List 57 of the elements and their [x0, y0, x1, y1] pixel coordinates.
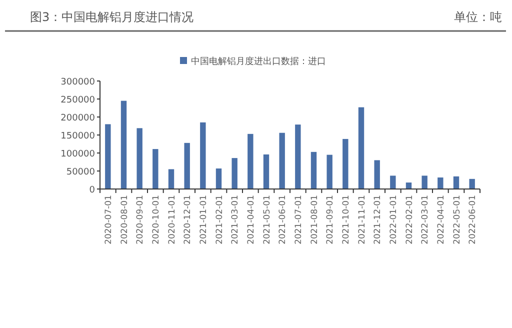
x-tick-label: 2021-01-01 — [198, 195, 209, 244]
bar — [152, 149, 158, 189]
x-tick-label: 2021-04-01 — [246, 195, 256, 244]
bar — [136, 128, 142, 189]
text: 单位：吨 — [454, 10, 502, 24]
bar — [390, 176, 396, 189]
bar — [310, 152, 317, 189]
bar — [120, 100, 127, 189]
x-tick-label: 2021-07-01 — [294, 195, 304, 244]
bar — [453, 176, 460, 189]
bar — [342, 138, 348, 189]
y-tick-label: 100000 — [60, 150, 96, 160]
bar — [438, 177, 444, 189]
y-tick-label: 200000 — [60, 114, 96, 124]
bar — [168, 169, 174, 189]
bar — [232, 158, 238, 189]
bar — [184, 142, 190, 189]
y-tick-label: 150000 — [60, 132, 96, 142]
legend-label: 中国电解铝月度进出口数据：进口 — [191, 56, 326, 67]
bar — [422, 176, 428, 189]
x-tick-label: 2021-11-01 — [357, 195, 368, 244]
chart-title: 图3：中国电解铝月度进口情况 — [30, 10, 194, 24]
x-tick-label: 2021-10-01 — [341, 195, 352, 244]
bar — [326, 154, 332, 189]
bar — [469, 178, 475, 189]
x-tick-label: 2020-07-01 — [104, 195, 114, 244]
x-tick-label: 2020-08-01 — [120, 195, 130, 244]
x-tick-label: 2022-05-01 — [452, 195, 462, 244]
y-tick-label: 300000 — [60, 78, 96, 88]
bar — [200, 122, 206, 189]
bar — [105, 124, 111, 189]
x-tick-label: 2022-04-01 — [436, 195, 446, 244]
x-tick-label: 2021-02-01 — [214, 195, 225, 244]
x-tick-label: 2020-11-01 — [167, 195, 178, 244]
x-tick-label: 2022-02-01 — [404, 195, 415, 244]
x-tick-label: 2022-06-01 — [468, 195, 478, 244]
x-tick-label: 2021-03-01 — [230, 195, 241, 244]
bar — [216, 168, 222, 189]
y-tick-label: 0 — [89, 186, 96, 196]
x-tick-label: 2022-01-01 — [388, 195, 399, 244]
x-tick-label: 2021-09-01 — [326, 195, 336, 244]
x-tick-label: 2020-10-01 — [151, 195, 162, 244]
x-tick-label: 2021-12-01 — [373, 195, 384, 244]
x-tick-label: 2022-03-01 — [420, 195, 431, 244]
x-tick-label: 2021-06-01 — [278, 195, 288, 244]
x-tick-label: 2021-05-01 — [262, 195, 272, 244]
bar — [263, 154, 270, 189]
bar — [374, 160, 380, 189]
bar — [358, 107, 364, 189]
x-tick-label: 2021-08-01 — [310, 195, 320, 244]
bar — [248, 134, 254, 189]
y-tick-label: 50000 — [66, 168, 96, 178]
x-tick-label: 2020-09-01 — [136, 195, 146, 244]
y-tick-label: 250000 — [60, 96, 96, 106]
x-tick-label: 2020-12-01 — [183, 195, 194, 244]
bar — [279, 132, 285, 189]
bar — [295, 124, 301, 189]
